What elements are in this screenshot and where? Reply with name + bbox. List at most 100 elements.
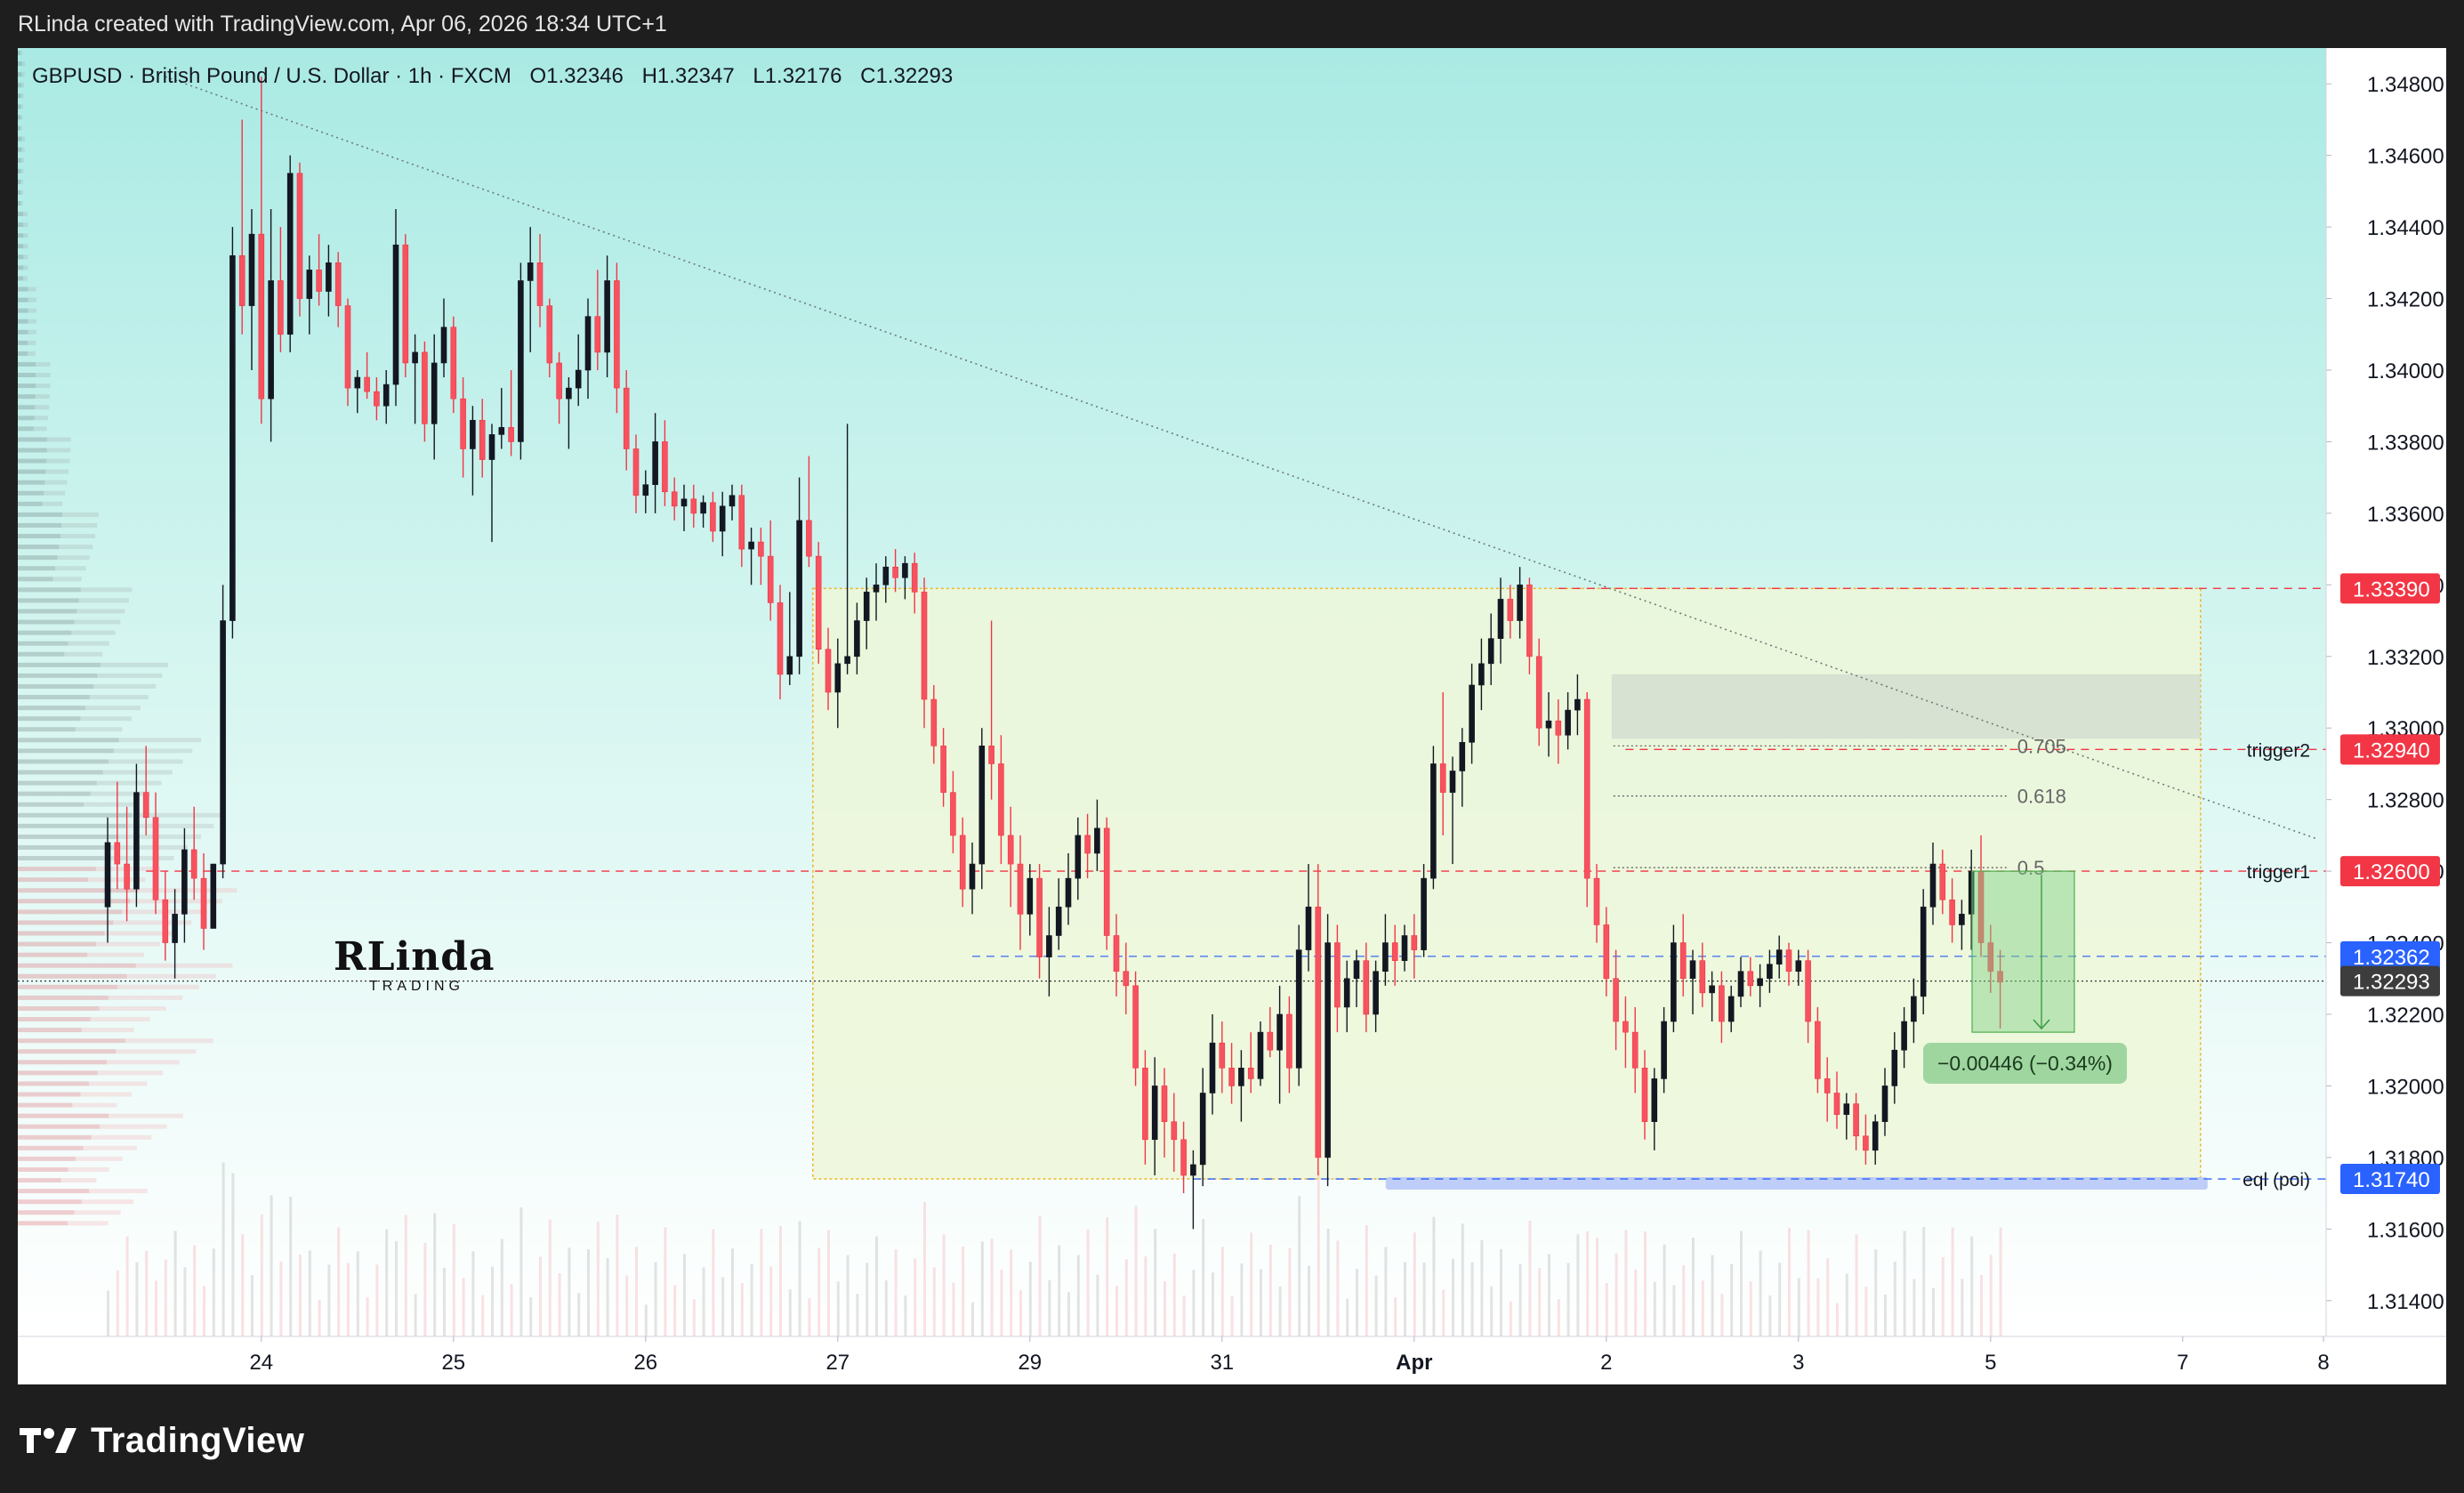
candle	[1987, 924, 1994, 993]
candle-body	[258, 233, 265, 399]
volume-profile-bar	[21, 136, 26, 141]
candlestick-chart[interactable]: 0.705 0.618 0.5 trigger2 trigger1 eql (poi) 1…	[18, 48, 2446, 1384]
candle	[1373, 960, 1379, 1033]
eql-highlight	[1385, 1177, 2208, 1190]
candle-body	[1891, 1049, 1898, 1086]
volume-profile-bar	[34, 416, 49, 421]
volume-bar	[654, 1262, 657, 1336]
volume-bar	[1144, 1256, 1147, 1336]
candle	[527, 227, 534, 352]
volume-profile-bar	[18, 1038, 125, 1044]
candle-body	[1228, 1068, 1235, 1086]
candle	[844, 424, 850, 674]
candle	[1036, 864, 1043, 979]
volume-bar	[116, 1270, 119, 1336]
volume-profile-bar	[18, 458, 47, 464]
candle	[162, 871, 169, 961]
candle-body	[1017, 863, 1024, 915]
volume-profile-bar	[18, 920, 114, 925]
candle	[1901, 1006, 1907, 1069]
candle	[959, 817, 966, 908]
candle	[382, 370, 390, 424]
volume-profile-bar	[18, 727, 76, 732]
candle	[873, 563, 880, 621]
candle	[1353, 949, 1360, 1007]
candle-body	[1257, 1031, 1264, 1079]
volume-profile-bar	[18, 952, 88, 957]
volume-profile-bar	[18, 501, 43, 506]
volume-bar	[1374, 1275, 1378, 1336]
volume-bar	[1260, 1269, 1262, 1336]
candle-body	[1593, 877, 1600, 925]
volume-bar	[404, 1215, 407, 1336]
volume-bar	[385, 1229, 389, 1336]
volume-bar	[491, 1266, 494, 1336]
level-tag: trigger1	[2247, 862, 2310, 883]
level-tag: eql (poi)	[2243, 1170, 2310, 1190]
volume-profile-bar	[18, 319, 28, 324]
candle-body	[700, 502, 706, 514]
candle	[354, 370, 361, 414]
volume-bar	[587, 1249, 590, 1336]
symbol-name[interactable]: GBPUSD · British Pound / U.S. Dollar · 1…	[32, 64, 511, 88]
volume-profile-bar	[20, 93, 24, 99]
volume-bar	[1548, 1254, 1550, 1336]
volume-profile-bar	[18, 168, 21, 174]
candle-body	[431, 362, 438, 424]
volume-bar	[866, 1263, 869, 1336]
volume-profile-bar	[27, 351, 36, 356]
volume-bar	[1951, 1227, 1954, 1336]
candle-body	[892, 566, 898, 578]
chart-pane[interactable]: 0.705 0.618 0.5 trigger2 trigger1 eql (poi) 1…	[18, 48, 2446, 1384]
candle	[200, 853, 207, 950]
volume-profile-bar	[93, 683, 157, 689]
candle	[1267, 1006, 1274, 1058]
candle	[1747, 956, 1754, 997]
candle	[1911, 978, 1917, 1044]
volume-profile-bar	[18, 823, 126, 828]
volume-bar	[779, 1226, 782, 1336]
candle-body	[815, 555, 822, 650]
candle-body	[546, 305, 553, 364]
candle	[1017, 835, 1024, 950]
volume-bar	[1442, 1289, 1445, 1336]
volume-bar	[1490, 1286, 1494, 1336]
position-pl-label[interactable]: −0.00446 (−0.34%)	[1923, 1043, 2127, 1085]
imbalance-zone	[1611, 674, 2201, 739]
candle-body	[1123, 971, 1130, 987]
volume-profile-bar	[18, 373, 36, 378]
volume-profile-bar	[18, 490, 44, 496]
volume-bar	[1864, 1287, 1868, 1336]
volume-bar	[1557, 1299, 1560, 1336]
candle-body	[1478, 663, 1485, 686]
candle-body	[1343, 978, 1350, 1008]
candle	[748, 527, 754, 585]
candle-body	[1987, 942, 1994, 972]
volume-bar	[1797, 1278, 1800, 1336]
time-tick-label: 2	[1600, 1351, 1612, 1375]
volume-bar	[1202, 1219, 1205, 1336]
volume-profile-bar	[22, 212, 28, 217]
volume-profile-bar	[81, 1028, 134, 1033]
volume-profile-bar	[18, 931, 105, 936]
volume-profile-bar	[18, 244, 24, 249]
volume-profile-bar	[42, 501, 63, 506]
candle	[1824, 1057, 1831, 1122]
volume-bar	[135, 1262, 139, 1336]
volume-profile-bar	[23, 233, 28, 238]
volume-bar	[884, 1280, 888, 1336]
volume-bar	[740, 1283, 744, 1336]
volume-profile-bar	[20, 104, 23, 109]
candle-body	[402, 244, 409, 364]
candle	[1727, 985, 1735, 1033]
volume-bar	[1653, 1281, 1656, 1336]
volume-profile-bar	[113, 748, 193, 754]
candle-body	[1997, 971, 2003, 983]
volume-bar	[1903, 1231, 1906, 1336]
volume-profile-bar	[21, 147, 25, 152]
candle	[1113, 914, 1120, 997]
candle	[1055, 878, 1062, 950]
tradingview-logo[interactable]: TradingView	[20, 1418, 304, 1463]
time-tick-label: 25	[441, 1351, 465, 1375]
candle-body	[969, 863, 976, 890]
